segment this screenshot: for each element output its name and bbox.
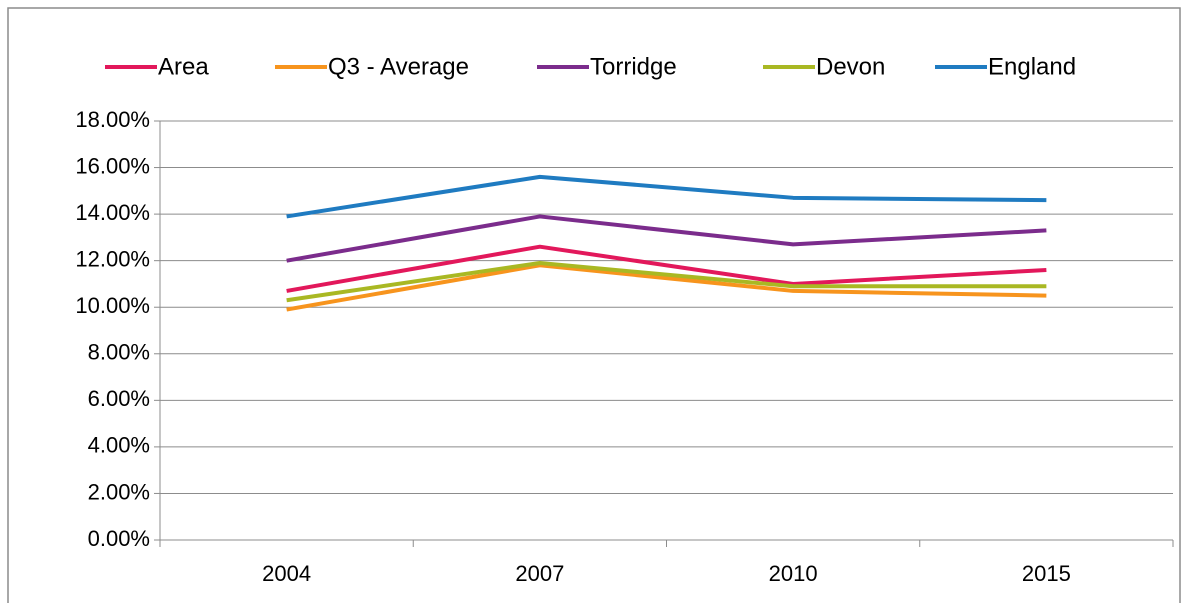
legend-label: Devon bbox=[816, 53, 885, 80]
legend-label: Torridge bbox=[590, 53, 677, 80]
legend-label: England bbox=[988, 53, 1076, 80]
y-tick-label: 14.00% bbox=[75, 200, 150, 225]
series-line bbox=[286, 263, 1047, 312]
series-line bbox=[286, 260, 1047, 303]
y-tick-label: 2.00% bbox=[88, 479, 150, 504]
y-tick-label: 0.00% bbox=[88, 526, 150, 551]
y-tick-label: 4.00% bbox=[88, 433, 150, 458]
series-line bbox=[286, 174, 1047, 219]
y-tick-label: 16.00% bbox=[75, 153, 150, 178]
x-tick-label: 2007 bbox=[515, 561, 564, 586]
x-tick-label: 2015 bbox=[1022, 561, 1071, 586]
y-tick-label: 6.00% bbox=[88, 386, 150, 411]
legend-label: Area bbox=[158, 53, 209, 80]
chart-border bbox=[7, 7, 1181, 603]
y-tick-label: 8.00% bbox=[88, 340, 150, 365]
legend-label: Q3 - Average bbox=[328, 53, 469, 80]
series-line bbox=[286, 214, 1047, 263]
y-tick-label: 12.00% bbox=[75, 246, 150, 271]
x-tick-label: 2010 bbox=[769, 561, 818, 586]
y-tick-label: 18.00% bbox=[75, 107, 150, 132]
series-line bbox=[286, 244, 1047, 293]
x-tick-label: 2004 bbox=[262, 561, 311, 586]
y-tick-label: 10.00% bbox=[75, 293, 150, 318]
